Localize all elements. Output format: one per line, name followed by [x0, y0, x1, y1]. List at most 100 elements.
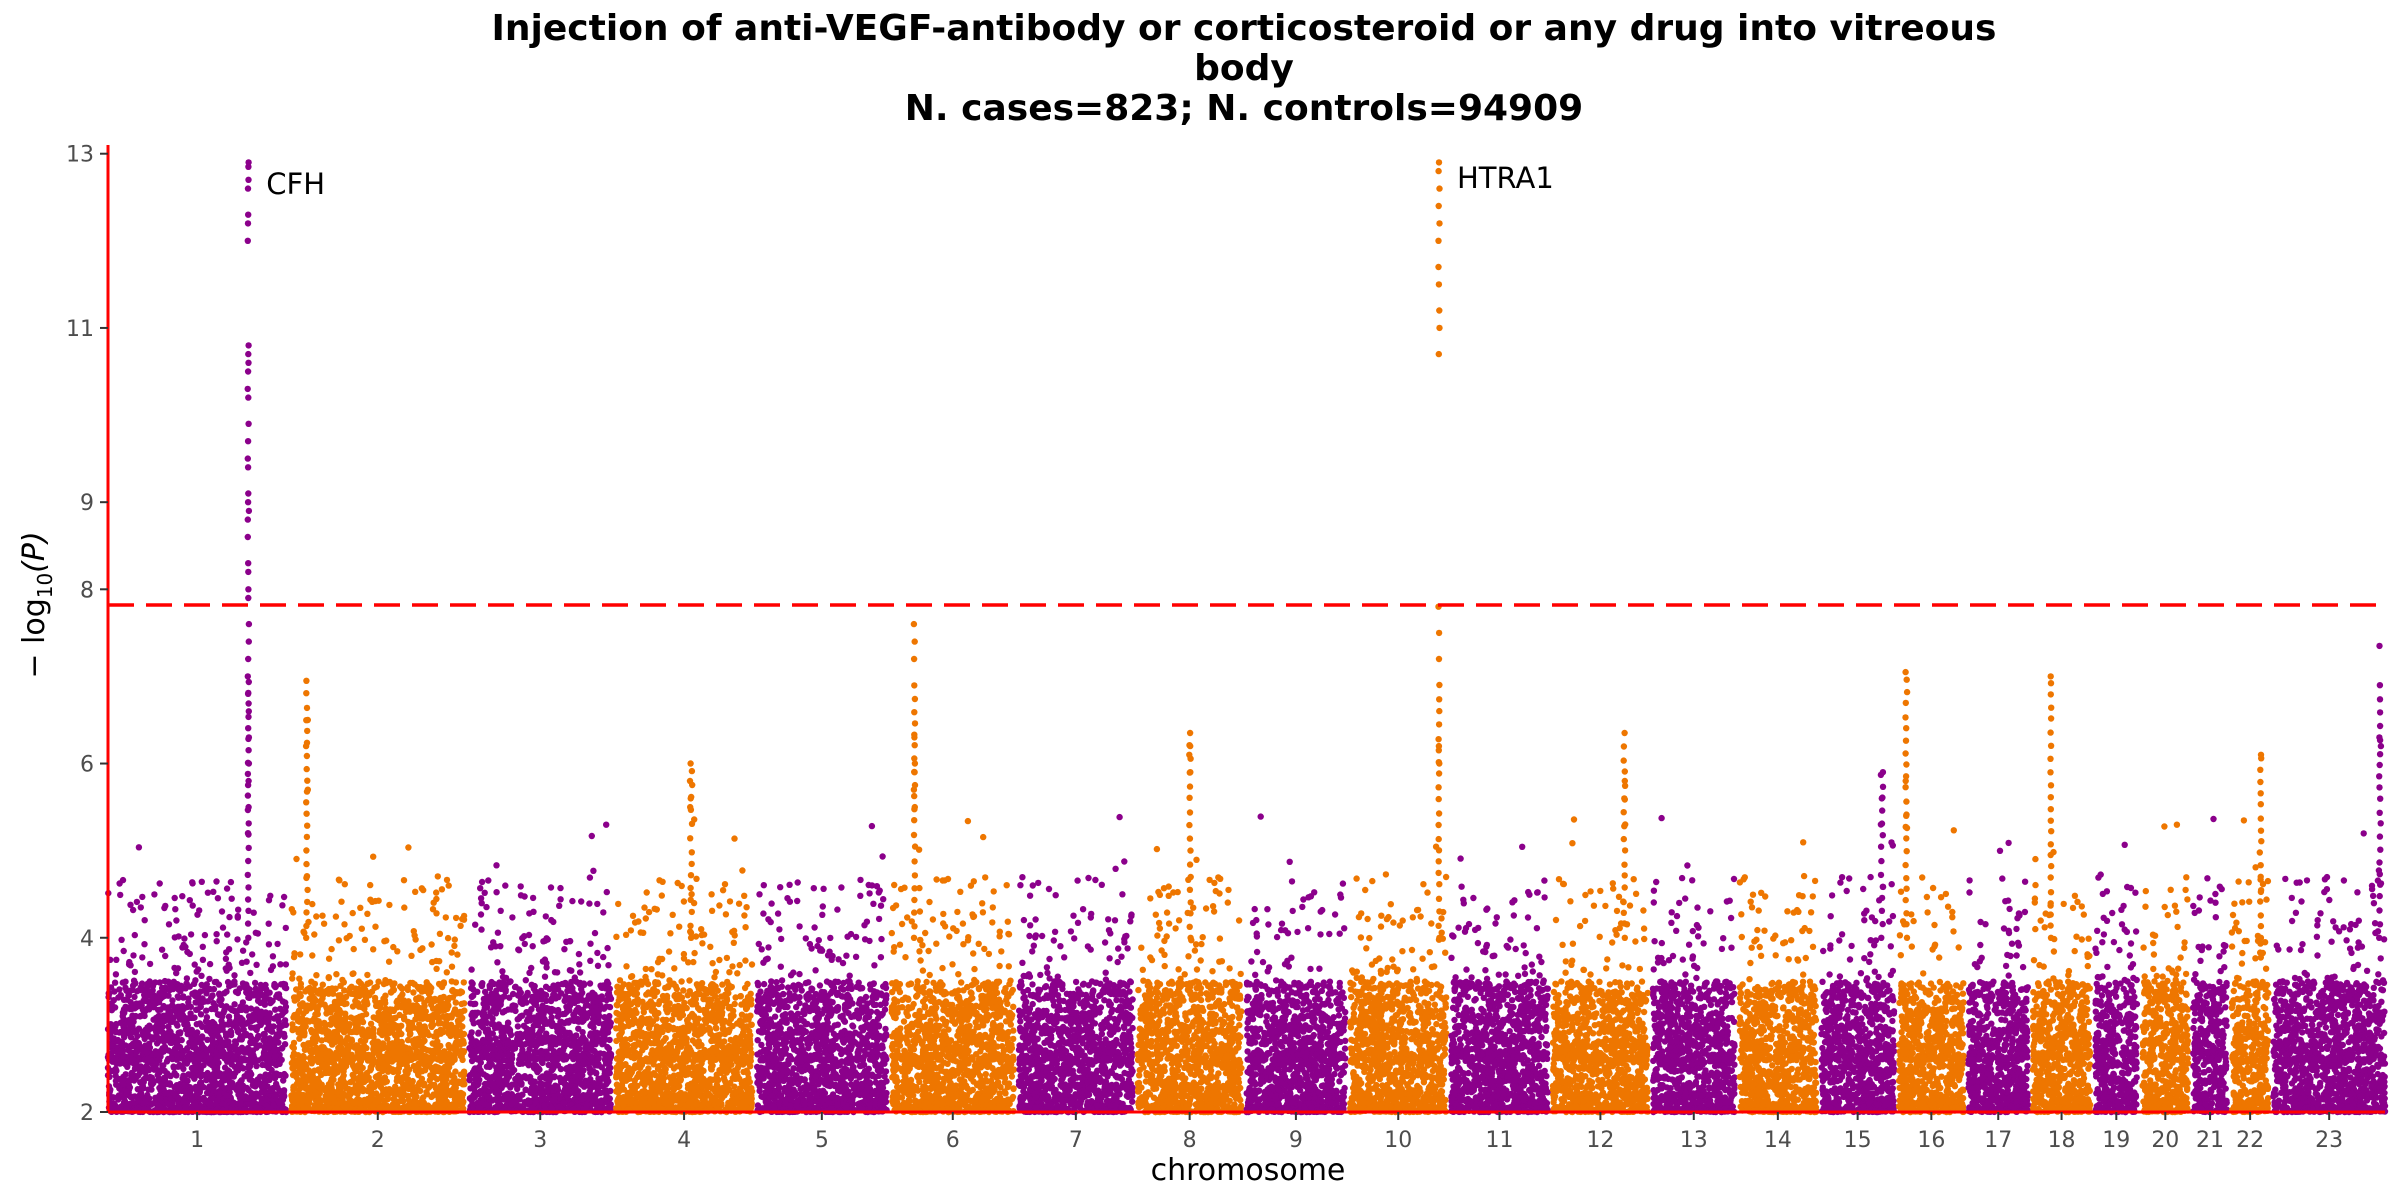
snp-point [437, 1043, 443, 1049]
snp-point [416, 1054, 422, 1060]
snp-point [333, 971, 339, 977]
snp-point [207, 1028, 213, 1034]
snp-point [435, 873, 441, 879]
snp-point [224, 968, 230, 974]
snp-point [415, 1071, 421, 1077]
snp-point [428, 1105, 434, 1111]
snp-point [364, 911, 370, 917]
snp-point [399, 986, 405, 992]
snp-point [179, 1003, 185, 1009]
snp-point [320, 1051, 326, 1057]
snp-point [131, 1072, 137, 1078]
snp-point [433, 896, 439, 902]
snp-point [266, 990, 272, 996]
snp-point [235, 914, 241, 920]
snp-point [223, 956, 229, 962]
snp-point [204, 1070, 210, 1076]
snp-point [301, 1055, 307, 1061]
snp-point [171, 1065, 177, 1071]
snp-point [146, 1025, 152, 1031]
snp-point [603, 1081, 609, 1087]
snp-point [411, 928, 417, 934]
snp-point [431, 1055, 437, 1061]
snp-point [175, 995, 181, 1001]
snp-point [252, 980, 258, 986]
snp-point [189, 880, 195, 886]
snp-point [321, 921, 327, 927]
snp-point [313, 1090, 319, 1096]
snp-point [223, 988, 229, 994]
snp-point [422, 1054, 428, 1060]
snp-point [280, 1077, 286, 1083]
snp-point [461, 979, 467, 985]
snp-point [380, 999, 386, 1005]
snp-point [449, 964, 455, 970]
snp-point [384, 1013, 390, 1019]
snp-point [228, 879, 234, 885]
snp-point [235, 1029, 241, 1035]
snp-point [375, 979, 381, 985]
snp-point [194, 998, 200, 1004]
snp-point [202, 932, 208, 938]
snp-point [257, 1000, 263, 1006]
snp-point [310, 1073, 316, 1079]
snp-point [146, 1095, 152, 1101]
snp-point [459, 1053, 465, 1059]
snp-point [334, 1054, 340, 1060]
snp-point [120, 1009, 126, 1015]
snp-point [494, 1024, 500, 1030]
snp-point [454, 951, 460, 957]
snp-point [316, 987, 322, 993]
snp-point [502, 1008, 508, 1014]
snp-point [484, 1074, 490, 1080]
snp-point [128, 999, 134, 1005]
snp-point [452, 936, 458, 942]
snp-point [171, 1015, 177, 1021]
snp-point [290, 909, 296, 915]
snp-point [241, 1032, 247, 1038]
snp-point [206, 1020, 212, 1026]
snp-point [225, 1085, 231, 1091]
snp-point [371, 985, 377, 991]
snp-point [279, 1045, 285, 1051]
snp-point [419, 1047, 425, 1053]
snp-point [491, 981, 497, 987]
snp-point [198, 973, 204, 979]
snp-point [192, 961, 198, 967]
snp-point [377, 1005, 383, 1011]
snp-point [176, 1105, 182, 1111]
snp-point [333, 913, 339, 919]
snp-point [159, 947, 165, 953]
snp-point [411, 1063, 417, 1069]
snp-point [338, 899, 344, 905]
snp-point [388, 989, 394, 995]
snp-point [219, 908, 225, 914]
snp-point [246, 988, 252, 994]
snp-point [272, 1053, 278, 1059]
snp-point [123, 1071, 129, 1077]
snp-point [269, 1029, 275, 1035]
snp-point [247, 1033, 253, 1039]
snp-point [142, 917, 148, 923]
snp-point [222, 1064, 228, 1070]
snp-point [430, 1022, 436, 1028]
snp-point [407, 980, 413, 986]
snp-point [519, 1001, 525, 1007]
snp-point [130, 952, 136, 958]
snp-point [133, 1004, 139, 1010]
snp-point [309, 1029, 315, 1035]
snp-point [276, 991, 282, 997]
snp-point [283, 1022, 289, 1028]
snp-point [253, 986, 259, 992]
snp-point [272, 1075, 278, 1081]
snp-point [370, 946, 376, 952]
snp-point [151, 891, 157, 897]
snp-point [262, 995, 268, 1001]
snp-point [357, 905, 363, 911]
snp-point [399, 996, 405, 1002]
snp-point [238, 1077, 244, 1083]
snp-point [235, 1047, 241, 1053]
snp-point [231, 1055, 237, 1061]
snp-point [347, 1086, 353, 1092]
snp-point [275, 1013, 281, 1019]
